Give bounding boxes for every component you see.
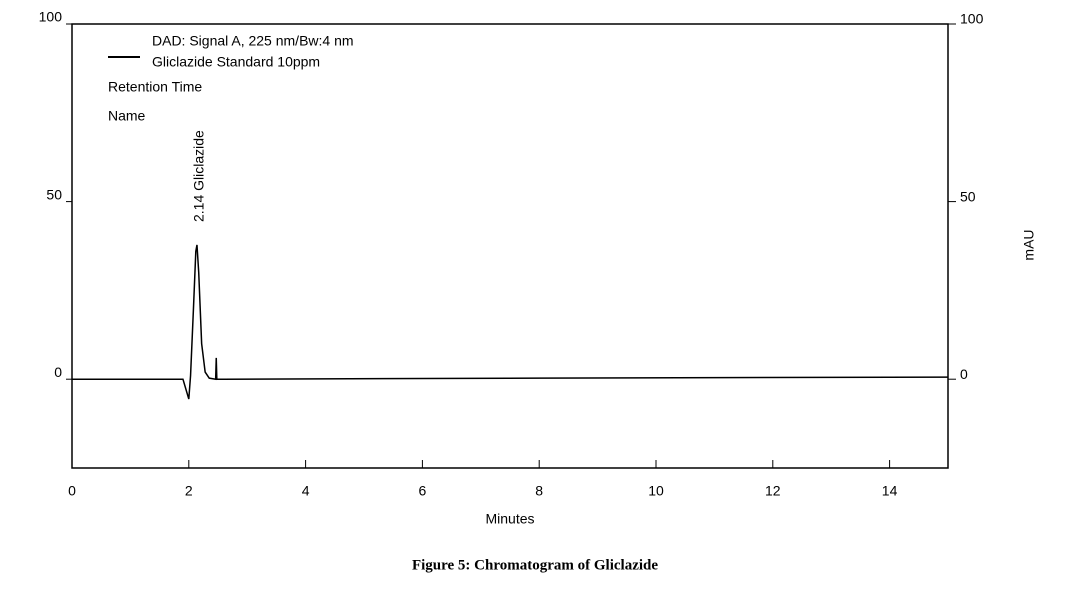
peak-label: 2.14 Gliclazide bbox=[191, 130, 207, 222]
x-tick-label: 6 bbox=[419, 483, 427, 499]
x-tick-label: 0 bbox=[68, 483, 76, 499]
y-tick-label: 0 bbox=[54, 364, 62, 380]
x-tick-label: 14 bbox=[882, 483, 898, 499]
plot-frame bbox=[71, 23, 949, 469]
y2-tick-label: 100 bbox=[960, 11, 984, 27]
y-tick-label: 50 bbox=[46, 186, 62, 202]
x-tick-label: 4 bbox=[302, 483, 310, 499]
x-tick-label: 2 bbox=[185, 483, 193, 499]
legend-note: Retention Time bbox=[108, 79, 202, 95]
y2-tick-label: 0 bbox=[960, 366, 968, 382]
legend-note: Gliclazide Standard 10ppm bbox=[152, 54, 320, 70]
caption: Figure 5: Chromatogram of Gliclazide bbox=[412, 557, 658, 573]
y2-axis-label: mAU bbox=[1021, 229, 1037, 260]
y2-tick-label: 50 bbox=[960, 188, 976, 204]
x-tick-label: 12 bbox=[765, 483, 781, 499]
legend-note: Name bbox=[108, 108, 146, 124]
x-tick-label: 8 bbox=[535, 483, 543, 499]
y-tick-label: 100 bbox=[39, 9, 63, 25]
x-axis-label: Minutes bbox=[485, 511, 534, 527]
x-tick-label: 10 bbox=[648, 483, 664, 499]
trace bbox=[72, 244, 949, 400]
legend-label: DAD: Signal A, 225 nm/Bw:4 nm bbox=[152, 33, 354, 49]
